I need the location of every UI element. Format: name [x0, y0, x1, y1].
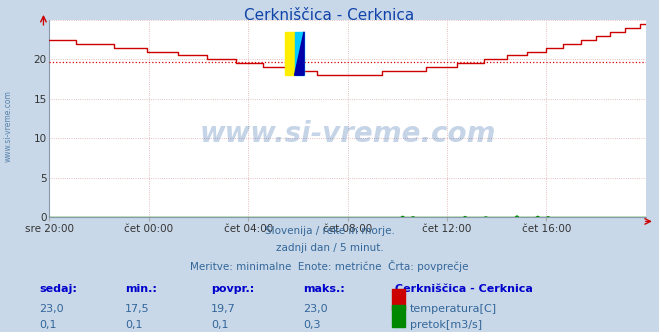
Text: 23,0: 23,0 — [40, 304, 64, 314]
Text: Cerkniščica - Cerknica: Cerkniščica - Cerknica — [395, 284, 533, 294]
Text: Slovenija / reke in morje.: Slovenija / reke in morje. — [264, 226, 395, 236]
Text: 0,1: 0,1 — [40, 320, 57, 330]
Text: min.:: min.: — [125, 284, 157, 294]
Bar — [285, 32, 295, 75]
Text: 19,7: 19,7 — [211, 304, 236, 314]
Text: pretok[m3/s]: pretok[m3/s] — [410, 320, 482, 330]
Text: www.si-vreme.com: www.si-vreme.com — [200, 121, 496, 148]
Text: maks.:: maks.: — [303, 284, 345, 294]
Text: povpr.:: povpr.: — [211, 284, 254, 294]
Text: 0,1: 0,1 — [125, 320, 143, 330]
Text: 0,3: 0,3 — [303, 320, 321, 330]
Text: sedaj:: sedaj: — [40, 284, 77, 294]
Text: www.si-vreme.com: www.si-vreme.com — [3, 90, 13, 162]
Text: 0,1: 0,1 — [211, 320, 229, 330]
Polygon shape — [295, 32, 304, 75]
Text: Meritve: minimalne  Enote: metrične  Črta: povprečje: Meritve: minimalne Enote: metrične Črta:… — [190, 260, 469, 272]
Text: 23,0: 23,0 — [303, 304, 328, 314]
Text: Cerkniščica - Cerknica: Cerkniščica - Cerknica — [244, 8, 415, 23]
Text: zadnji dan / 5 minut.: zadnji dan / 5 minut. — [275, 243, 384, 253]
Text: temperatura[C]: temperatura[C] — [410, 304, 497, 314]
Bar — [295, 32, 304, 75]
Text: 17,5: 17,5 — [125, 304, 150, 314]
